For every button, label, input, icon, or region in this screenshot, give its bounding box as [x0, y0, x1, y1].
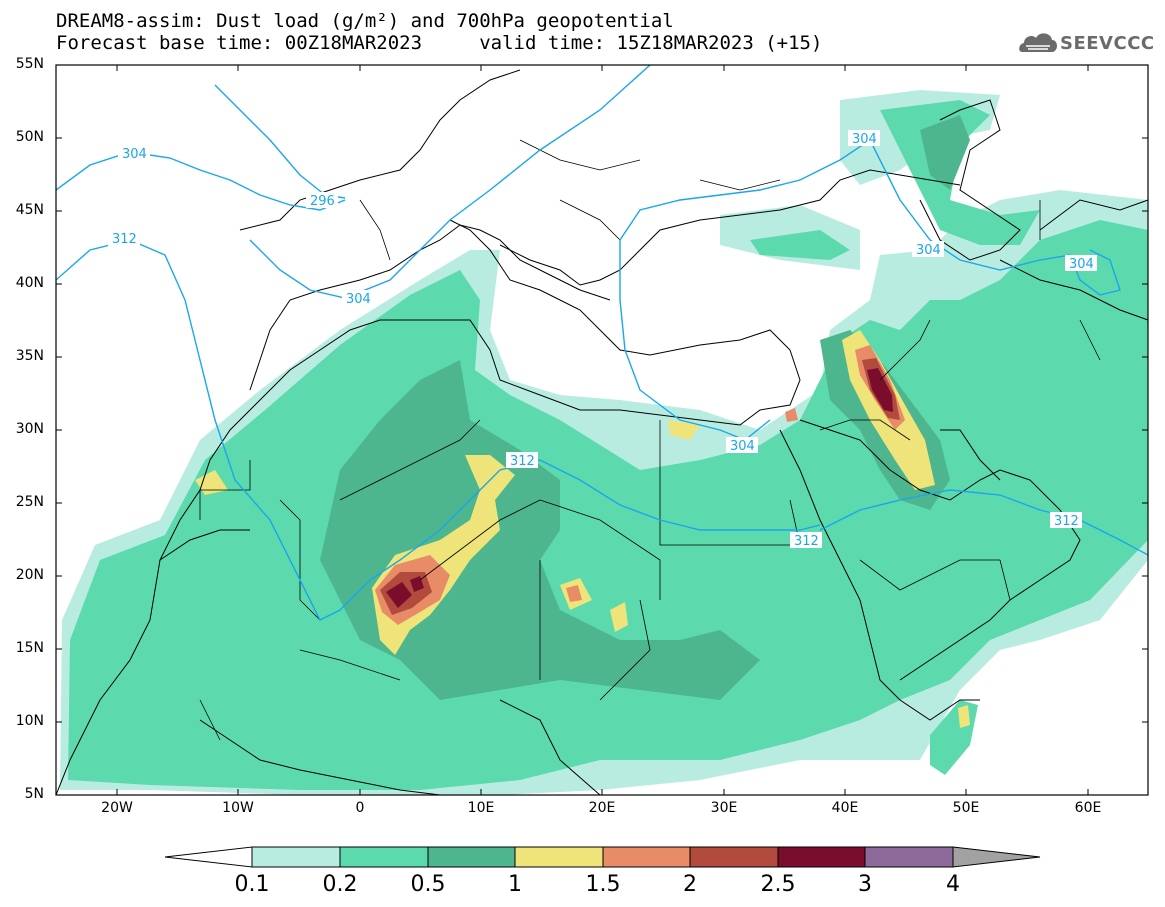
coastlines: [56, 69, 1148, 795]
lat-label-35n: 35N: [15, 348, 44, 364]
lon-label-40e: 40E: [831, 800, 859, 816]
lon-label-60e: 60E: [1074, 800, 1102, 816]
lon-label-30e: 30E: [710, 800, 738, 816]
lat-label-40n: 40N: [15, 275, 44, 291]
dust-region-0.5-caspian: [920, 115, 970, 190]
colorbar-label-0.2: 0.2: [322, 872, 358, 897]
colorbar-label-2.5: 2.5: [760, 872, 796, 897]
colorbar-label-2: 2: [683, 872, 697, 897]
contour-label-304-caspian: 304: [1069, 257, 1094, 272]
colorbar-swatch-0.2: [339, 846, 429, 868]
contour-label-296: 296: [310, 194, 335, 209]
lat-label-30n: 30N: [15, 421, 44, 437]
lat-label-25n: 25N: [15, 494, 44, 510]
colorbar-swatch-0.1: [251, 846, 341, 868]
colorbar-swatch-3: [864, 846, 954, 868]
colorbar-label-0.1: 0.1: [234, 872, 270, 897]
cloud-icon: [1019, 33, 1058, 52]
lon-label-0: 0: [355, 800, 365, 816]
lon-label-20w: 20W: [101, 800, 133, 816]
lat-label-55n: 55N: [15, 56, 44, 72]
colorbar-swatch-2.5: [777, 846, 866, 868]
lon-label-50e: 50E: [952, 800, 980, 816]
colorbar-label-1: 1: [508, 872, 522, 897]
axis-ticks: [56, 64, 1148, 795]
contour-label-304-east: 304: [916, 243, 941, 258]
contour-label-304-med: 304: [346, 292, 371, 307]
colorbar-label-4: 4: [946, 872, 960, 897]
colorbar-label-0.5: 0.5: [410, 872, 446, 897]
lat-label-15n: 15N: [15, 640, 44, 656]
colorbar-high-arrow: [952, 846, 1041, 868]
contour-label-312-arabia: 312: [1054, 514, 1079, 529]
contour-label-304-west: 304: [122, 147, 147, 162]
lon-label-10e: 10E: [467, 800, 495, 816]
lat-label-20n: 20N: [15, 567, 44, 583]
colorbar-swatch-1.5: [602, 846, 691, 868]
lon-label-20e: 20E: [588, 800, 616, 816]
colorbar-label-3: 3: [858, 872, 872, 897]
colorbar-swatch-2: [689, 846, 779, 868]
colorbar: [164, 846, 1041, 868]
contour-label-304-egypt: 304: [730, 439, 755, 454]
contour-label-312-sudan: 312: [794, 534, 819, 549]
colorbar-label-1.5: 1.5: [585, 872, 621, 897]
colorbar-swatch-0.5: [427, 846, 516, 868]
logo-text: SEEVCCC: [1060, 33, 1155, 54]
dust-region-0.2-north: [750, 100, 1040, 260]
lon-label-10w: 10W: [222, 800, 254, 816]
contour-label-304-north: 304: [852, 132, 877, 147]
colorbar-low-arrow: [164, 846, 253, 868]
dust-field: [56, 65, 1148, 795]
forecast-times: Forecast base time: 00Z18MAR2023 valid t…: [56, 32, 823, 54]
geopotential-contours: [56, 65, 1148, 621]
contour-labels: 304 296 312 304 304 304 312 304 312 312 …: [108, 130, 1097, 549]
colorbar-swatch-1: [514, 846, 604, 868]
lat-label-5n: 5N: [24, 786, 44, 802]
lat-label-50n: 50N: [15, 129, 44, 145]
lat-label-10n: 10N: [15, 713, 44, 729]
country-borders: [199, 139, 1101, 741]
lat-label-45n: 45N: [15, 202, 44, 218]
contour-label-312-west: 312: [112, 232, 137, 247]
contour-label-312-sahara: 312: [510, 454, 535, 469]
map-title: DREAM8-assim: Dust load (g/m²) and 700hP…: [56, 10, 674, 32]
